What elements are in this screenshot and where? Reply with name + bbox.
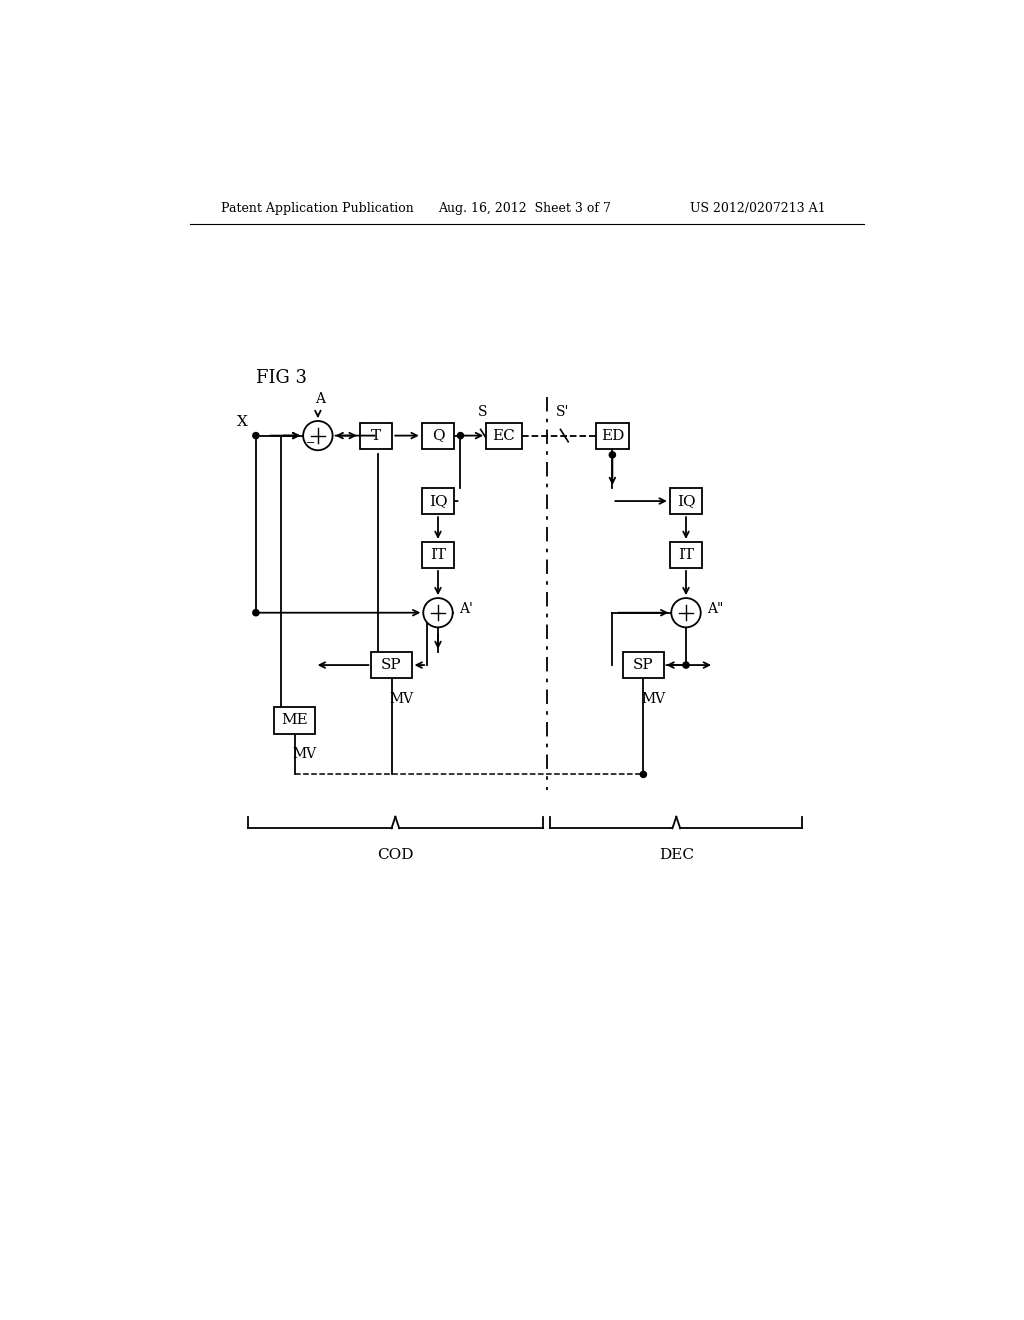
Text: IT: IT [678,548,694,562]
Circle shape [672,598,700,627]
Circle shape [303,421,333,450]
Bar [422,543,455,568]
Text: COD: COD [377,847,414,862]
Text: MV: MV [389,692,414,706]
Circle shape [253,610,259,615]
Bar [670,543,702,568]
Bar [274,708,314,734]
Text: A": A" [707,602,723,616]
Text: −: − [305,438,314,449]
Text: S: S [478,405,487,418]
Text: S': S' [556,405,569,418]
Text: Aug. 16, 2012  Sheet 3 of 7: Aug. 16, 2012 Sheet 3 of 7 [438,202,611,215]
Bar [486,422,521,449]
Text: X: X [238,416,248,429]
Text: MV: MV [641,692,666,706]
Bar [422,488,455,513]
Bar [359,422,392,449]
Circle shape [609,451,615,458]
Text: ED: ED [601,429,624,442]
Text: A': A' [459,602,473,616]
Text: Q: Q [432,429,444,442]
Bar [670,488,702,513]
Text: Patent Application Publication: Patent Application Publication [221,202,414,215]
Bar [596,422,629,449]
Circle shape [458,433,464,438]
Bar [372,652,412,678]
Text: IQ: IQ [429,494,447,508]
Text: EC: EC [493,429,515,442]
Circle shape [253,433,259,438]
Text: IT: IT [430,548,446,562]
Text: SP: SP [381,659,401,672]
Circle shape [423,598,453,627]
Bar [624,652,664,678]
Text: T: T [371,429,381,442]
Text: US 2012/0207213 A1: US 2012/0207213 A1 [690,202,825,215]
Text: A: A [315,392,326,405]
Text: FIG 3: FIG 3 [256,368,307,387]
Text: DEC: DEC [658,847,694,862]
Text: IQ: IQ [677,494,695,508]
Text: ME: ME [282,714,308,727]
Bar [422,422,455,449]
Text: SP: SP [633,659,653,672]
Circle shape [640,771,646,777]
Circle shape [683,661,689,668]
Text: MV: MV [292,747,316,762]
